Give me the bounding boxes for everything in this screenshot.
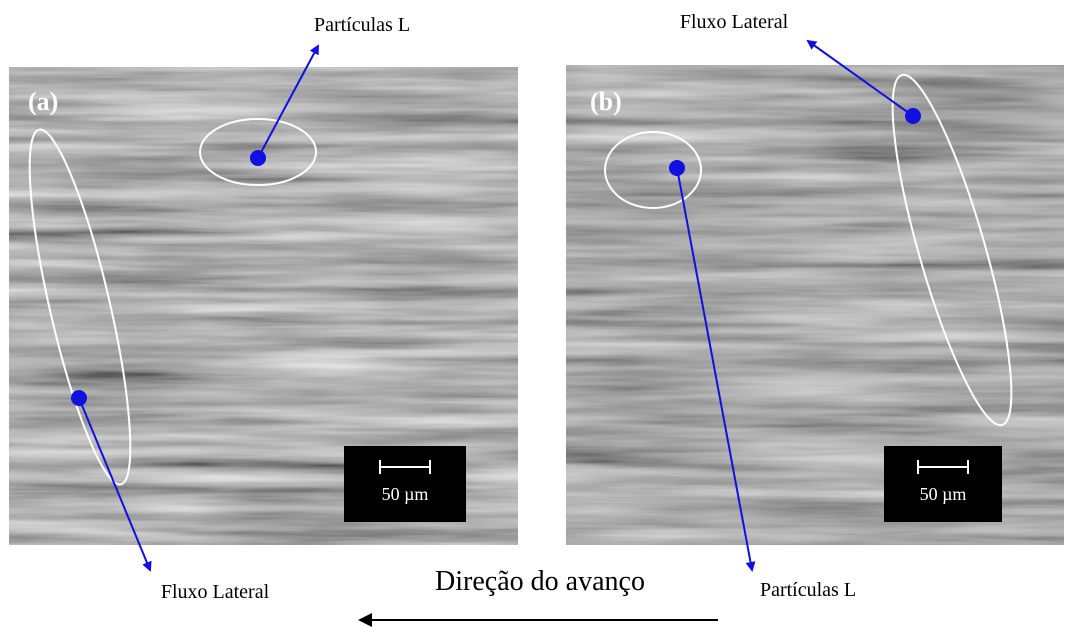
annotation: Fluxo Lateral (161, 581, 270, 603)
panel-label: (a) (28, 87, 58, 116)
panel-label: (b) (590, 87, 622, 116)
scale-label: 50 µm (920, 484, 967, 504)
direction-label: Direção do avanço (435, 566, 645, 597)
scale-bar-a: 50 µm (344, 446, 466, 522)
figure: (a) (b) 50 µm 50 µm Partículas L Fluxo L… (0, 0, 1070, 627)
annotation: Fluxo Lateral (680, 11, 789, 33)
annotation: Partículas L (314, 14, 410, 36)
annotation: Partículas L (760, 579, 856, 601)
scale-label: 50 µm (382, 484, 429, 504)
scale-bar-b: 50 µm (884, 446, 1002, 522)
